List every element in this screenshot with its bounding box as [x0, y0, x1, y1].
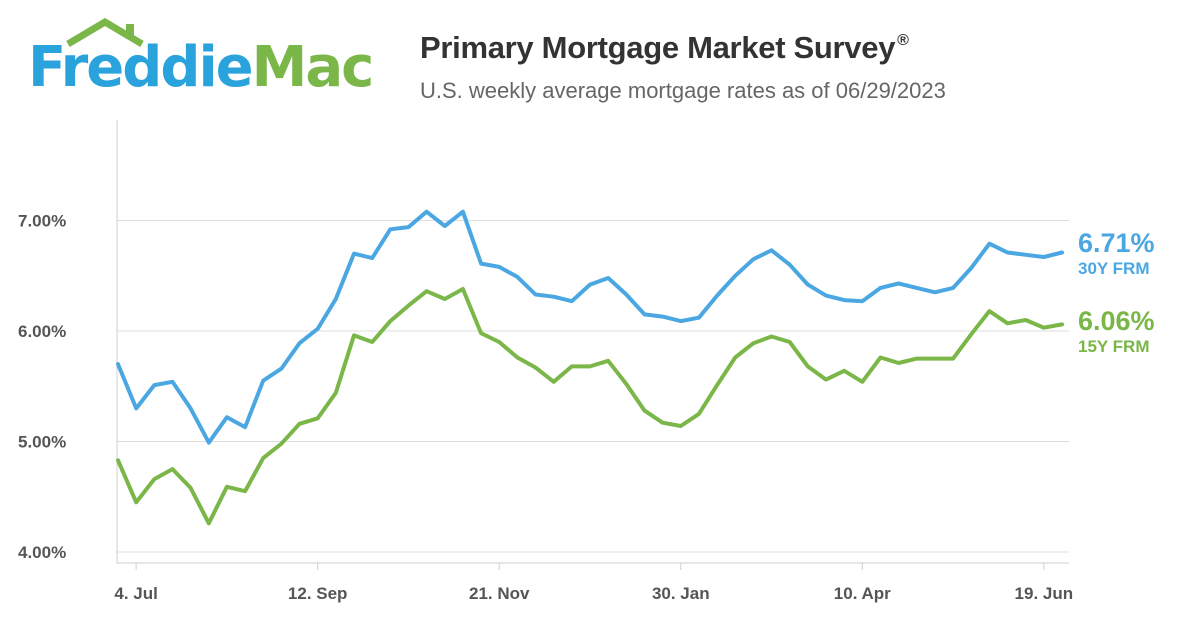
series-line-30y — [116, 209, 1064, 445]
callout-30y-value: 6.71% — [1078, 228, 1155, 258]
series-lines — [116, 209, 1064, 526]
registered-mark: ® — [897, 32, 909, 49]
house-roof-icon — [66, 18, 144, 48]
x-tick-label: 10. Apr — [834, 584, 891, 603]
series-line-15y — [116, 287, 1064, 526]
callout-30y: 6.71% 30Y FRM — [1078, 228, 1155, 280]
page-title: Primary Mortgage Market Survey ® — [420, 30, 909, 66]
y-axis-labels: 4.00% 5.00% 6.00% 7.00% — [18, 212, 66, 563]
logo-word-freddie: Freddie — [28, 35, 254, 100]
logo-wordmark: FreddieMac — [28, 40, 374, 96]
page-subtitle: U.S. weekly average mortgage rates as of… — [420, 78, 946, 103]
y-tick-label: 6.00% — [18, 322, 66, 341]
y-tick-label: 4.00% — [18, 543, 66, 562]
logo-word-mac: Mac — [251, 35, 375, 100]
y-tick-label: 5.00% — [18, 433, 66, 452]
chart-axes — [116, 120, 1069, 570]
callout-15y-label: 15Y FRM — [1078, 337, 1150, 356]
callout-15y-value: 6.06% — [1078, 306, 1155, 336]
freddie-mac-logo: FreddieMac — [28, 18, 378, 106]
title-text: Primary Mortgage Market Survey — [420, 30, 896, 65]
y-tick-label: 7.00% — [18, 212, 66, 231]
x-tick-label: 4. Jul — [114, 584, 157, 603]
callout-30y-label: 30Y FRM — [1078, 259, 1150, 278]
chart-gridlines — [117, 220, 1069, 553]
x-tick-label: 30. Jan — [652, 584, 710, 603]
x-tick-label: 12. Sep — [288, 584, 348, 603]
callout-15y: 6.06% 15Y FRM — [1078, 306, 1155, 358]
x-tick-label: 19. Jun — [1015, 584, 1074, 603]
x-axis-labels: 4. Jul 12. Sep 21. Nov 30. Jan 10. Apr 19. Ju… — [114, 584, 1073, 603]
x-tick-label: 21. Nov — [469, 584, 530, 603]
